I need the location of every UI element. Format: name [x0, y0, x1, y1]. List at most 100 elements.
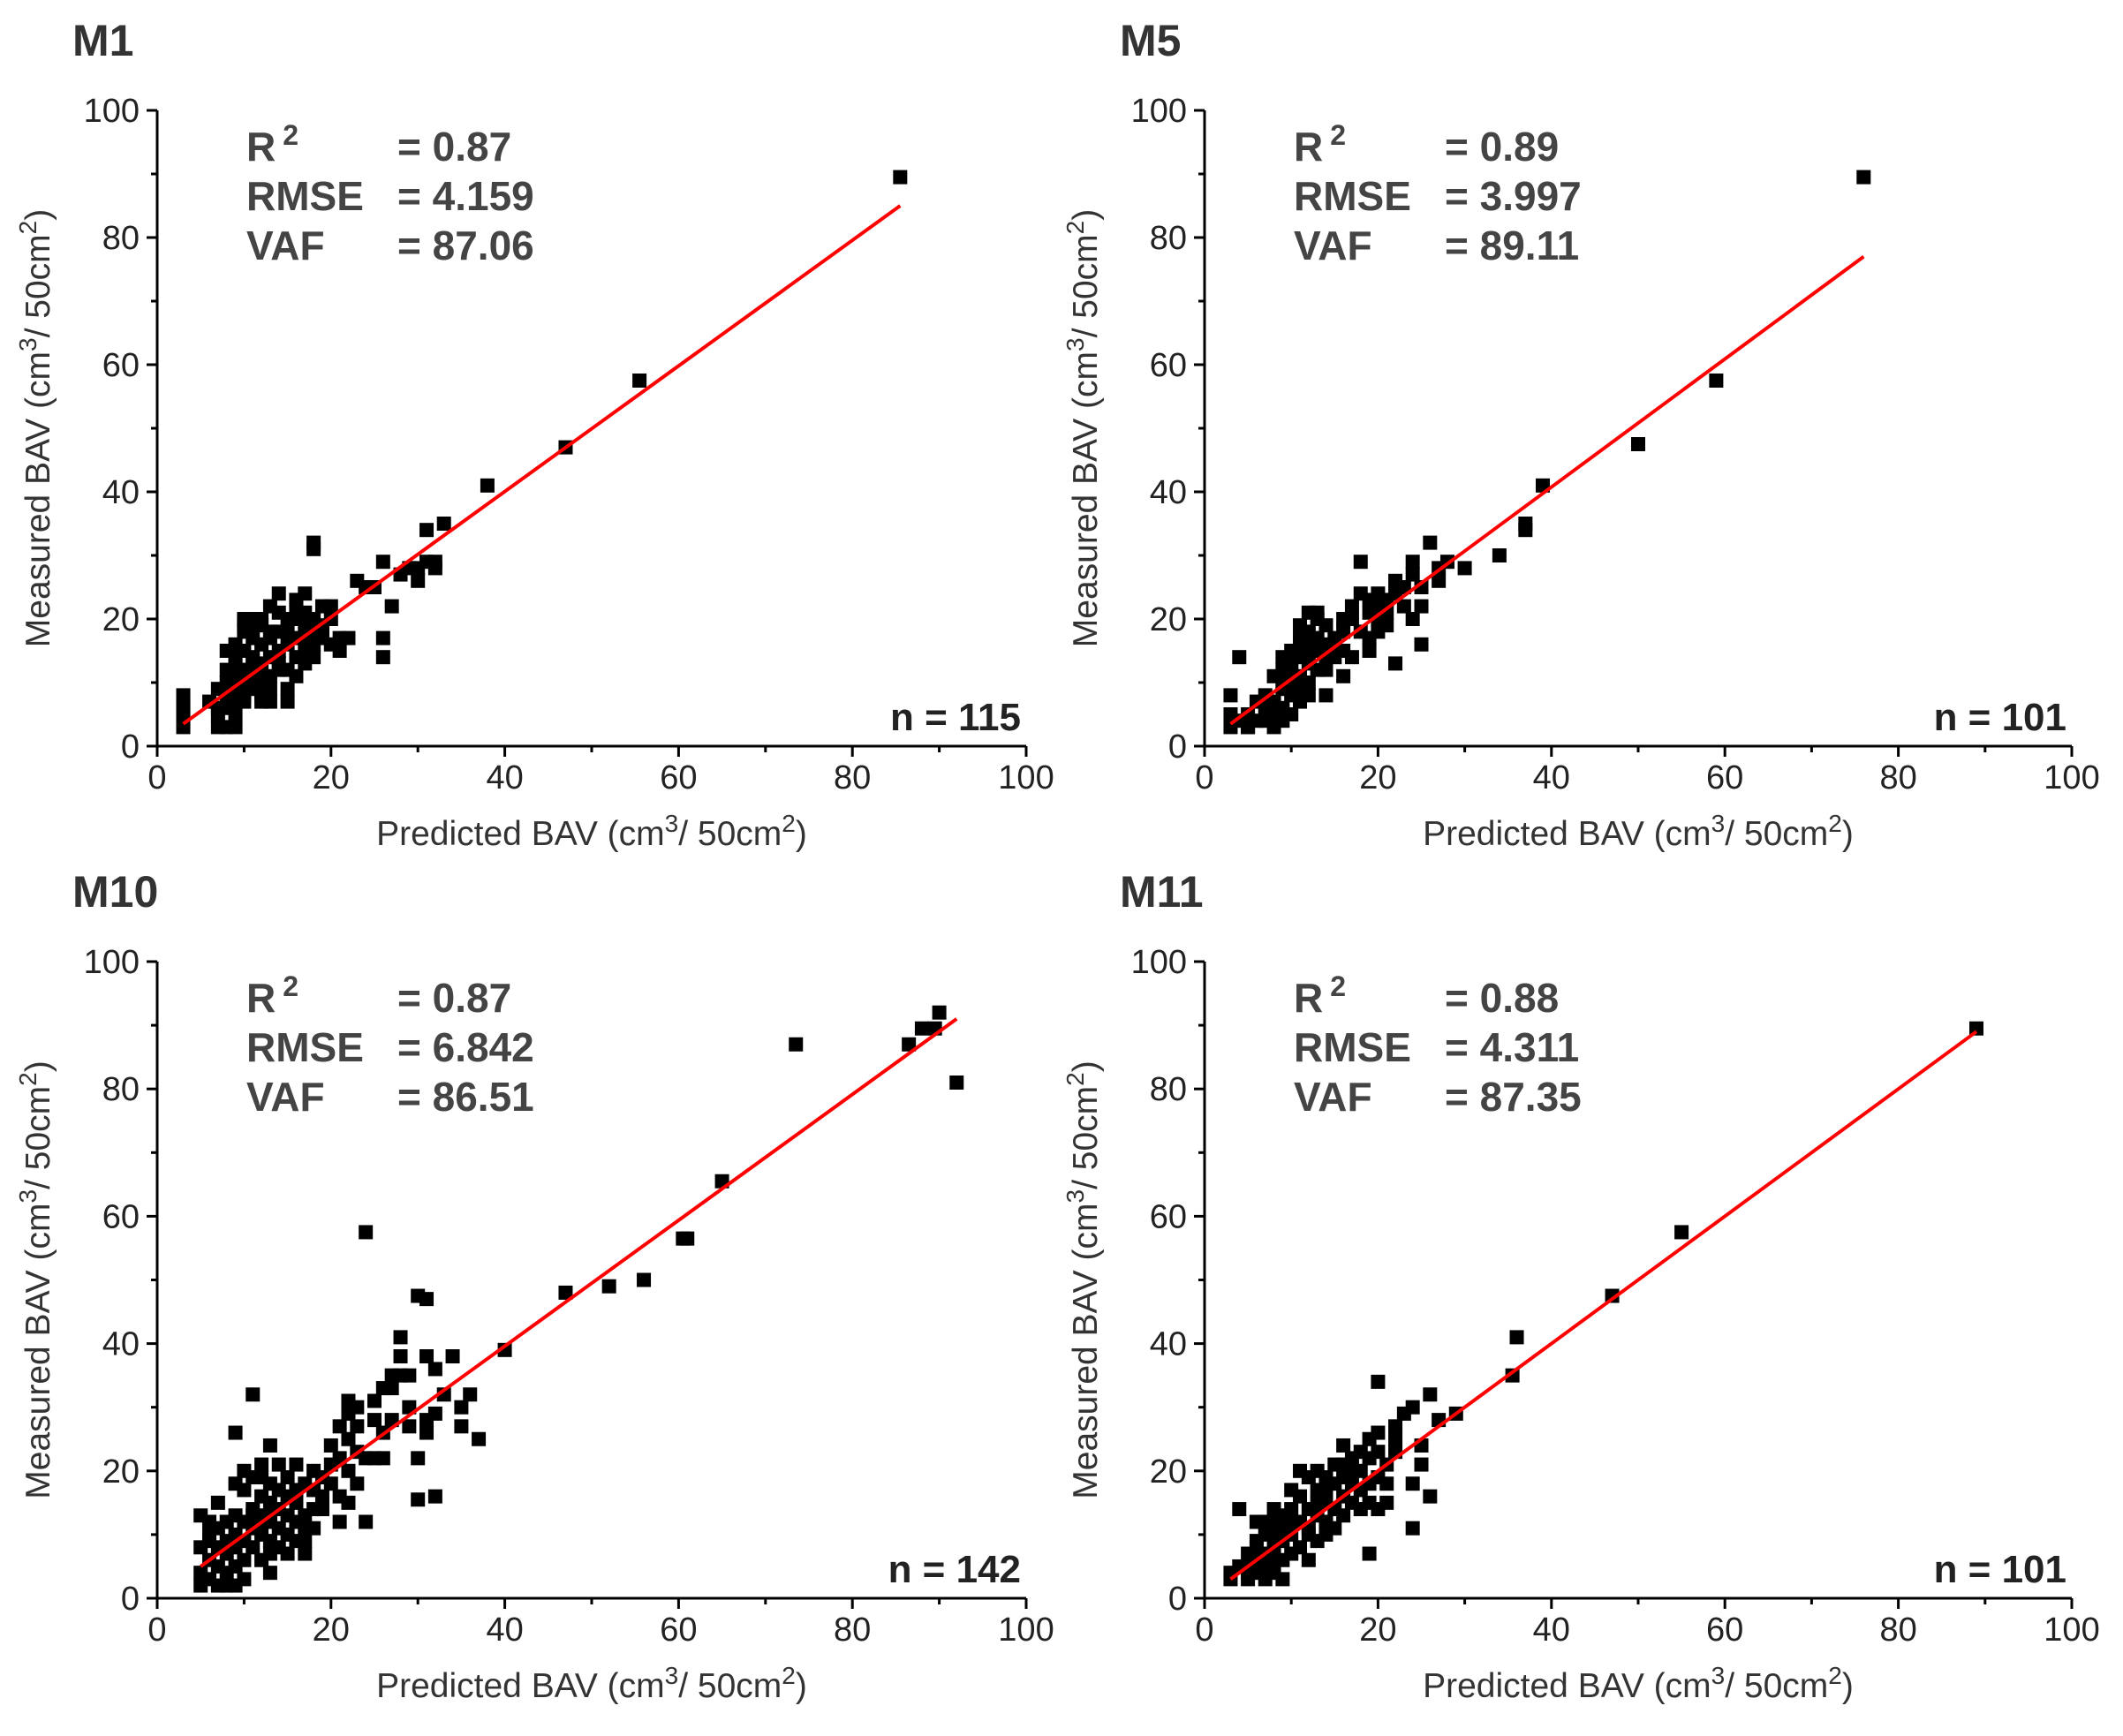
- data-point: [298, 586, 313, 601]
- data-point: [1709, 374, 1724, 388]
- data-point: [1405, 555, 1420, 570]
- data-point: [1362, 1431, 1377, 1446]
- y-axis-label: Measured BAV (cm3/ 50cm2): [1062, 1060, 1106, 1498]
- data-point: [246, 1540, 261, 1555]
- x-tick-label: 0: [147, 759, 166, 796]
- data-point: [1310, 1495, 1325, 1510]
- data-point: [1968, 1021, 1983, 1036]
- data-point: [1492, 548, 1507, 562]
- data-point: [254, 618, 269, 633]
- data-point: [1379, 593, 1394, 608]
- data-point: [359, 1225, 374, 1240]
- data-point: [254, 1457, 269, 1472]
- data-point: [298, 1546, 313, 1561]
- data-point: [1423, 1489, 1438, 1504]
- data-point: [1388, 656, 1403, 671]
- data-point: [332, 1514, 347, 1529]
- data-point: [1293, 1463, 1308, 1478]
- x-tick-label: 20: [313, 759, 350, 796]
- data-point: [332, 644, 347, 658]
- data-point: [902, 1037, 917, 1052]
- y-tick-label: 40: [1150, 1326, 1187, 1363]
- y-tick-label: 0: [1168, 1581, 1187, 1618]
- data-point: [1241, 720, 1256, 735]
- data-point: [262, 630, 277, 645]
- regression-line: [1229, 254, 1865, 726]
- data-point: [1423, 535, 1438, 550]
- data-point: [280, 1470, 295, 1485]
- data-point: [237, 1572, 252, 1587]
- regression-line: [200, 1017, 958, 1568]
- data-point: [1344, 650, 1359, 665]
- x-axis-label: Predicted BAV (cm3/ 50cm2): [1423, 810, 1854, 854]
- data-point: [436, 517, 451, 531]
- data-point: [298, 1521, 313, 1536]
- data-point: [893, 170, 908, 185]
- stat-label: RMSE: [246, 173, 364, 219]
- data-point: [262, 1438, 277, 1453]
- data-point: [393, 1330, 408, 1345]
- y-axis-label: Measured BAV (cm3/ 50cm2): [1062, 209, 1106, 647]
- data-point: [1284, 1483, 1299, 1498]
- stat-label: RMSE: [246, 1024, 364, 1070]
- data-point: [949, 1075, 964, 1090]
- data-point: [1301, 1552, 1316, 1567]
- data-point: [367, 1413, 382, 1428]
- data-point: [558, 1285, 573, 1300]
- data-point: [680, 1231, 695, 1246]
- stat-label: VAF: [246, 1074, 325, 1120]
- data-point: [411, 1451, 426, 1466]
- y-tick-label: 0: [1168, 728, 1187, 766]
- y-tick-label: 100: [84, 944, 140, 981]
- data-point: [1362, 605, 1377, 620]
- y-tick-label: 60: [1150, 1198, 1187, 1235]
- data-point: [1318, 688, 1333, 703]
- data-point: [1396, 599, 1411, 614]
- data-point: [341, 630, 356, 645]
- data-point: [1388, 1419, 1403, 1434]
- panel-m11: M11 0 20 40 60 80 100 0 20 40 60 80 100 Predicted BAV…: [1062, 867, 2100, 1705]
- data-point: [228, 1425, 243, 1440]
- panel-title: M10: [72, 867, 158, 917]
- stat-value: = 0.89: [1445, 124, 1559, 170]
- data-point: [1518, 517, 1533, 531]
- data-point: [1318, 637, 1333, 652]
- data-point: [375, 630, 390, 645]
- data-point: [202, 1534, 217, 1549]
- x-tick-label: 100: [998, 759, 1054, 796]
- data-point: [350, 1419, 365, 1434]
- data-point: [445, 1349, 460, 1364]
- data-point: [384, 599, 399, 614]
- regression-line: [182, 204, 902, 726]
- data-point: [341, 1495, 356, 1510]
- panel-m1: M1 0 20 40 60 80 100 0 20 40 60 80 100 Predicted BAV …: [14, 16, 1054, 853]
- x-tick-label: 80: [1879, 759, 1916, 796]
- data-point: [1284, 1514, 1299, 1529]
- data-point: [1258, 1514, 1273, 1529]
- data-point: [932, 1005, 947, 1020]
- x-tick-label: 40: [486, 759, 523, 796]
- data-point: [1336, 624, 1351, 639]
- data-point: [1423, 1387, 1438, 1402]
- data-point: [280, 1546, 295, 1561]
- stat-label: VAF: [1294, 223, 1372, 268]
- sample-size-label: n = 101: [1934, 696, 2066, 739]
- y-tick-label: 80: [1150, 1071, 1187, 1108]
- panel-title: M11: [1120, 867, 1204, 917]
- data-point: [1353, 555, 1368, 570]
- y-tick-label: 40: [102, 474, 140, 511]
- stat-value: = 87.06: [397, 223, 534, 268]
- data-point: [411, 573, 426, 588]
- data-point: [262, 682, 277, 697]
- data-point: [1310, 1463, 1325, 1478]
- x-tick-label: 100: [2044, 759, 2099, 796]
- data-point: [1232, 1502, 1247, 1517]
- data-point: [419, 523, 434, 538]
- data-point: [1336, 1438, 1351, 1453]
- data-point: [789, 1037, 804, 1052]
- data-point: [254, 694, 269, 709]
- data-point: [289, 1534, 304, 1549]
- data-point: [314, 1502, 329, 1517]
